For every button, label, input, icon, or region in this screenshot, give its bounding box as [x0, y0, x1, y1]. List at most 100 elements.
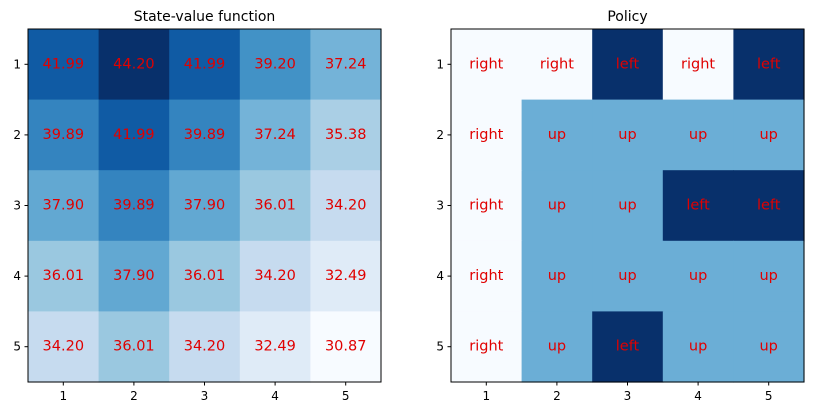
x-tick-label: 5: [765, 389, 773, 403]
heatmap-cell: [98, 311, 170, 383]
heatmap-cell: [310, 99, 382, 171]
cell-label: 32.49: [254, 339, 296, 355]
x-tick-label: 3: [201, 389, 209, 403]
cell-label: up: [548, 127, 566, 143]
cell-label: 41.99: [113, 127, 155, 143]
heatmap-cell: [98, 240, 170, 312]
heatmap-cell: [28, 29, 100, 101]
cell-label: 32.49: [325, 268, 367, 284]
cell-label: 30.87: [325, 339, 367, 355]
heatmap-cell: [733, 311, 805, 383]
heatmap-cell: [733, 29, 805, 101]
cell-label: 37.90: [43, 198, 85, 214]
heatmap-cell: [451, 99, 523, 171]
heatmap-cell: [310, 29, 382, 101]
heatmap-cell: [28, 99, 100, 171]
x-tick-label: 1: [59, 389, 67, 403]
y-tick-label: 3: [436, 199, 444, 213]
heatmap-cell: [239, 99, 311, 171]
heatmap-cell: [662, 29, 734, 101]
cell-label: up: [548, 268, 566, 284]
x-tick-label: 4: [271, 389, 279, 403]
value-heatmap-title: State-value function: [134, 9, 276, 25]
cell-label: 36.01: [184, 268, 226, 284]
heatmap-cell: [521, 29, 593, 101]
heatmap-cell: [169, 99, 241, 171]
heatmap-cell: [662, 170, 734, 242]
heatmap-cell: [169, 311, 241, 383]
cell-label: up: [618, 127, 636, 143]
heatmap-cell: [28, 311, 100, 383]
cell-label: right: [469, 56, 503, 72]
cell-label: right: [469, 268, 503, 284]
cell-label: 37.24: [325, 56, 367, 72]
cell-label: 39.89: [184, 127, 226, 143]
cell-label: 36.01: [43, 268, 85, 284]
heatmap-cell: [451, 311, 523, 383]
cell-label: 41.99: [43, 56, 85, 72]
cell-label: 39.20: [254, 56, 296, 72]
cell-label: 44.20: [113, 56, 155, 72]
heatmap-cell: [310, 311, 382, 383]
cell-label: 34.20: [254, 268, 296, 284]
heatmap-cell: [521, 311, 593, 383]
y-tick-label: 1: [436, 57, 444, 71]
heatmap-cell: [521, 170, 593, 242]
cell-label: left: [616, 56, 640, 72]
cell-label: 34.20: [184, 339, 226, 355]
cell-label: up: [689, 339, 707, 355]
policy-heatmap-title: Policy: [607, 9, 647, 25]
cell-label: right: [681, 56, 715, 72]
y-tick-label: 4: [436, 269, 444, 283]
y-tick-label: 5: [436, 340, 444, 354]
cell-label: up: [759, 127, 777, 143]
cell-label: right: [469, 339, 503, 355]
y-tick-label: 2: [13, 128, 21, 142]
heatmap-cell: [169, 29, 241, 101]
cell-label: right: [469, 198, 503, 214]
y-tick-label: 1: [13, 57, 21, 71]
value-heatmap-panel: State-value function 41.99 44.20 41.99 39.2…: [13, 9, 382, 403]
cell-label: 34.20: [43, 339, 85, 355]
cell-label: 37.90: [184, 198, 226, 214]
y-tick-label: 4: [13, 269, 21, 283]
cell-label: 41.99: [184, 56, 226, 72]
heatmap-cell: [451, 240, 523, 312]
x-tick-label: 2: [130, 389, 138, 403]
x-tick-label: 1: [482, 389, 490, 403]
heatmap-cell: [98, 29, 170, 101]
cell-label: 36.01: [254, 198, 296, 214]
cell-label: 36.01: [113, 339, 155, 355]
heatmap-cell: [310, 240, 382, 312]
cell-label: up: [548, 339, 566, 355]
x-tick-label: 2: [553, 389, 561, 403]
heatmap-cell: [592, 170, 664, 242]
cell-label: left: [616, 339, 640, 355]
cell-label: up: [618, 198, 636, 214]
heatmap-cell: [521, 99, 593, 171]
heatmap-cell: [310, 170, 382, 242]
heatmap-cell: [98, 170, 170, 242]
heatmap-cell: [98, 99, 170, 171]
heatmap-cell: [169, 170, 241, 242]
cell-label: up: [759, 339, 777, 355]
heatmap-cell: [28, 240, 100, 312]
cell-label: left: [686, 198, 710, 214]
cell-label: 37.24: [254, 127, 296, 143]
heatmap-cell: [239, 29, 311, 101]
y-tick-label: 2: [436, 128, 444, 142]
heatmap-cell: [733, 240, 805, 312]
y-tick-label: 5: [13, 340, 21, 354]
heatmap-cell: [733, 99, 805, 171]
y-tick-label: 3: [13, 199, 21, 213]
heatmap-cell: [451, 29, 523, 101]
x-tick-label: 3: [624, 389, 632, 403]
cell-label: up: [689, 268, 707, 284]
heatmap-cell: [733, 170, 805, 242]
heatmap-cell: [239, 240, 311, 312]
x-tick-label: 5: [342, 389, 350, 403]
heatmap-cell: [451, 170, 523, 242]
heatmap-cell: [239, 170, 311, 242]
cell-label: up: [548, 198, 566, 214]
cell-label: 35.38: [325, 127, 367, 143]
